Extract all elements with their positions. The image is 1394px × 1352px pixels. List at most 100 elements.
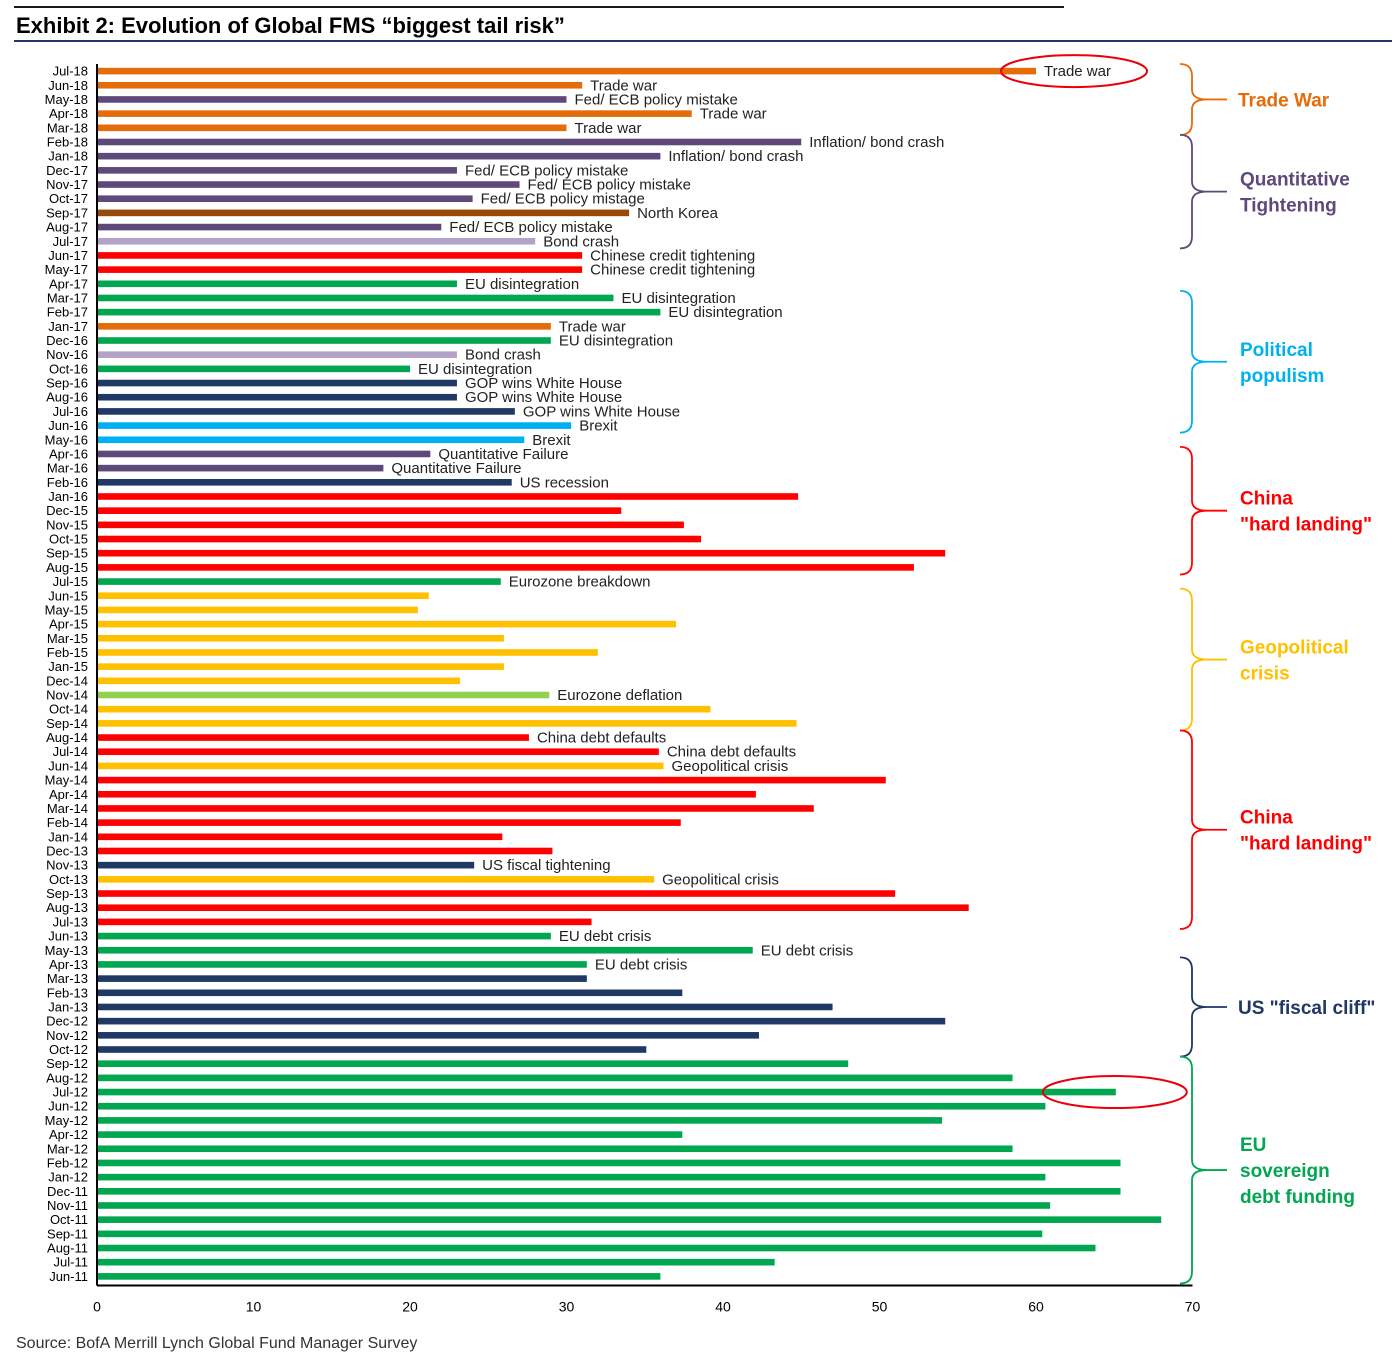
y-tick-label-mar-18: Mar-18 (47, 120, 88, 135)
group-label-6: US "fiscal cliff" (1238, 998, 1375, 1019)
bar-label-jun-16: Brexit (579, 418, 618, 435)
y-tick-label-jul-16: Jul-16 (53, 404, 88, 419)
bar-label-feb-16: US recession (520, 474, 609, 491)
bar-jan-12 (97, 1173, 1046, 1181)
bar-sep-15 (97, 549, 946, 557)
bar-dec-13 (97, 847, 553, 855)
bar-jul-14 (97, 748, 659, 756)
bar-label-oct-16: EU disintegration (418, 361, 532, 378)
bar-may-18 (97, 96, 567, 103)
bar-oct-16 (97, 365, 410, 373)
annotations-layer: Trade War Quantitative Tightening Political… (1000, 54, 1375, 1285)
y-tick-label-aug-12: Aug-12 (46, 1070, 88, 1085)
y-tick-label-jun-11: Jun-11 (49, 1269, 88, 1284)
bar-jun-17 (97, 252, 583, 259)
y-tick-label-sep-15: Sep-15 (46, 546, 88, 561)
bar-apr-18 (97, 110, 692, 117)
bar-labels-layer: Trade war Trade war Fed/ ECB policy mistak… (391, 63, 1111, 973)
bar-label-jun-13: EU debt crisis (559, 928, 652, 945)
y-tick-label-apr-18: Apr-18 (49, 106, 88, 121)
bar-aug-16 (97, 393, 457, 401)
y-tick-label-dec-17: Dec-17 (46, 163, 88, 178)
bar-mar-18 (97, 124, 567, 132)
bar-mar-15 (97, 634, 504, 642)
bar-feb-12 (97, 1159, 1121, 1167)
bar-may-15 (97, 606, 418, 614)
y-tick-label-mar-15: Mar-15 (47, 631, 88, 646)
bar-jan-17 (97, 323, 551, 330)
bar-label-apr-13: EU debt crisis (595, 956, 688, 973)
bar-oct-12 (97, 1046, 647, 1053)
bracket-5 (1179, 729, 1208, 930)
y-tick-label-aug-13: Aug-13 (46, 900, 88, 915)
bar-label-jul-14: China debt defaults (667, 744, 796, 761)
y-tick-label-jan-17: Jan-17 (48, 319, 88, 334)
bar-sep-16 (97, 379, 457, 387)
bar-label-mar-16: Quantitative Failure (391, 460, 521, 477)
bar-dec-14 (97, 677, 461, 685)
y-tick-label-jan-12: Jan-12 (48, 1170, 88, 1185)
y-tick-label-oct-11: Oct-11 (50, 1212, 88, 1227)
group-label-3: China "hard landing" (1240, 489, 1372, 536)
bar-jan-16 (97, 493, 799, 500)
bar-label-dec-17: Fed/ ECB policy mistake (465, 162, 628, 179)
bar-mar-17 (97, 294, 614, 302)
bracket-7 (1179, 1055, 1208, 1285)
y-tick-label-oct-17: Oct-17 (49, 191, 88, 206)
bar-aug-14 (97, 734, 529, 741)
bar-jun-12 (97, 1102, 1046, 1110)
bar-oct-14 (97, 705, 711, 713)
bar-label-may-17: Chinese credit tightening (590, 262, 755, 279)
y-tick-label-dec-16: Dec-16 (46, 333, 88, 348)
bar-dec-16 (97, 337, 551, 344)
y-tick-label-mar-12: Mar-12 (47, 1141, 88, 1156)
bar-nov-16 (97, 351, 457, 358)
bar-label-jan-17: Trade war (559, 318, 626, 335)
source-note: Source: BofA Merrill Lynch Global Fund M… (16, 1335, 417, 1352)
y-tick-label-jun-14: Jun-14 (48, 758, 88, 773)
bar-label-may-16: Brexit (532, 432, 571, 449)
y-tick-label-may-18: May-18 (45, 92, 88, 107)
bar-may-13 (97, 946, 753, 954)
bars-layer (97, 67, 1162, 1280)
y-tick-label-oct-15: Oct-15 (49, 532, 88, 547)
bar-label-apr-17: EU disintegration (465, 276, 579, 293)
bar-feb-15 (97, 649, 598, 656)
bar-apr-15 (97, 620, 677, 628)
bar-jul-13 (97, 918, 592, 926)
bar-label-apr-16: Quantitative Failure (438, 446, 568, 463)
bracket-4 (1179, 587, 1208, 732)
y-tick-label-apr-12: Apr-12 (49, 1127, 88, 1142)
y-tick-label-jan-14: Jan-14 (48, 829, 88, 844)
bar-oct-11 (97, 1216, 1162, 1223)
bar-sep-13 (97, 890, 896, 897)
bar-label-sep-17: North Korea (637, 205, 719, 222)
bar-label-mar-17: EU disintegration (621, 290, 735, 307)
y-tick-label-oct-14: Oct-14 (49, 702, 88, 717)
y-tick-label-feb-18: Feb-18 (47, 134, 88, 149)
y-tick-label-jun-17: Jun-17 (48, 248, 88, 263)
bar-mar-12 (97, 1145, 1013, 1153)
axes (96, 64, 1193, 1287)
y-tick-label-jul-12: Jul-12 (53, 1085, 88, 1100)
bar-label-jun-18: Trade war (590, 77, 657, 94)
y-tick-label-feb-12: Feb-12 (47, 1155, 88, 1170)
y-tick-label-jun-13: Jun-13 (48, 929, 88, 944)
y-tick-label-jul-14: Jul-14 (53, 744, 88, 759)
bar-jul-18 (97, 67, 1036, 75)
bar-label-aug-14: China debt defaults (537, 730, 666, 747)
x-tick-label-50: 50 (872, 1298, 888, 1314)
group-label-7: EU sovereign debt funding (1240, 1135, 1355, 1208)
bar-may-14 (97, 776, 886, 784)
y-tick-label-mar-13: Mar-13 (47, 971, 88, 986)
bar-feb-16 (97, 479, 512, 486)
bar-nov-12 (97, 1032, 759, 1039)
y-tick-label-nov-11: Nov-11 (47, 1198, 88, 1213)
bar-may-16 (97, 436, 525, 444)
bar-sep-14 (97, 720, 797, 727)
y-tick-label-may-16: May-16 (45, 432, 88, 447)
y-tick-label-jan-15: Jan-15 (48, 659, 88, 674)
y-tick-label-may-17: May-17 (45, 262, 88, 277)
bar-aug-15 (97, 564, 914, 571)
